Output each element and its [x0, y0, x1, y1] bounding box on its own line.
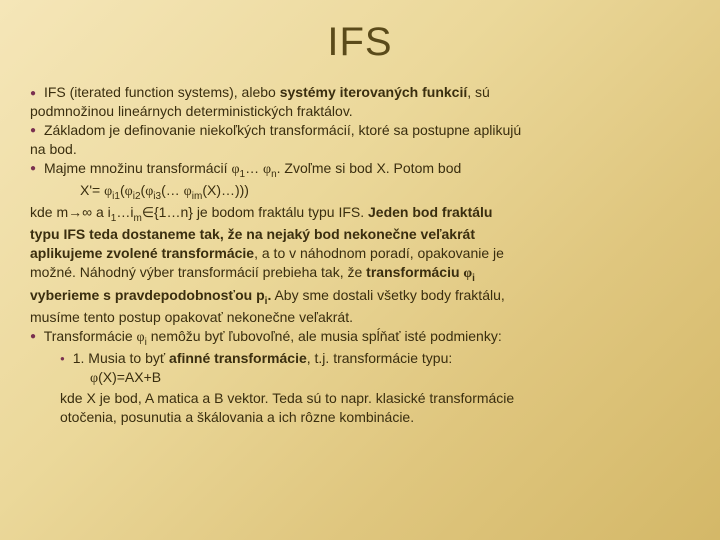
phi: φ	[463, 266, 472, 281]
text: IFS (iterated function systems)	[44, 84, 234, 100]
slide: IFS ● IFS (iterated function systems), a…	[0, 0, 720, 540]
line-15: φ(X)=AX+B	[30, 368, 690, 389]
text: Aby sme dostali všetky body fraktálu,	[271, 287, 504, 303]
line-14: ● 1. Musia to byť afinné transformácie, …	[30, 349, 690, 368]
sub: i1	[112, 191, 120, 202]
text: 1. Musia to byť	[73, 350, 169, 366]
text: Transformácie	[44, 328, 137, 344]
text: Majme množinu transformácií	[44, 160, 232, 176]
text-bold: Jeden bod fraktálu	[368, 204, 492, 220]
text: nemôžu byť ľubovoľné, ale musia spĺňať i…	[147, 328, 502, 344]
text-bold: typu IFS teda dostaneme tak, že na nejak…	[30, 226, 475, 242]
line-9: aplikujeme zvolené transformácie, a to v…	[30, 244, 690, 263]
text-bold: afinné transformácie	[169, 350, 307, 366]
line-4: na bod.	[30, 140, 690, 159]
text-bold: transformáciu	[366, 264, 463, 280]
phi: φ	[90, 371, 98, 386]
bullet-icon: ●	[30, 125, 36, 136]
phi: φ	[137, 330, 145, 345]
line-3: ● Základom je definovanie niekoľkých tra…	[30, 121, 690, 140]
bullet-icon: ●	[30, 88, 36, 99]
phi: φ	[104, 184, 112, 199]
text: ∈{1…n} je bodom fraktálu typu IFS.	[142, 204, 368, 220]
text: (X)…)))	[202, 182, 249, 198]
line-13: ● Transformácie φi nemôžu byť ľubovoľné,…	[30, 327, 690, 349]
line-12: musíme tento postup opakovať nekonečne v…	[30, 308, 690, 327]
line-17: otočenia, posunutia a škálovania a ich r…	[30, 408, 690, 427]
text-bold: vyberieme s pravdepodobnosťou p	[30, 287, 265, 303]
phi: φ	[231, 162, 239, 177]
text-bold: aplikujeme zvolené transformácie	[30, 245, 254, 261]
phi: φ	[125, 184, 133, 199]
text: Základom je definovanie niekoľkých trans…	[44, 122, 521, 138]
phi: φ	[184, 184, 192, 199]
line-2: podmnožinou lineárnych deterministických…	[30, 102, 690, 121]
bullet-icon: ●	[30, 331, 36, 342]
text: (X)=AX+B	[98, 369, 161, 385]
phi: φ	[263, 162, 271, 177]
sub: im	[192, 191, 203, 202]
text: , alebo	[234, 84, 280, 100]
text: …i	[116, 204, 133, 220]
line-5: ● Majme množinu transformácií φ1… φn. Zv…	[30, 159, 690, 181]
text: , t.j. transformácie typu:	[307, 350, 453, 366]
sub: i3	[153, 191, 161, 202]
text: , sú	[467, 84, 490, 100]
line-7: kde m→∞ a i1…im∈{1…n} je bodom fraktálu …	[30, 203, 690, 225]
text: . Zvoľme si bod X. Potom bod	[277, 160, 462, 176]
line-11: vyberieme s pravdepodobnosťou pi. Aby sm…	[30, 286, 690, 308]
line-10: možné. Náhodný výber transformácií prebi…	[30, 263, 690, 285]
line-8: typu IFS teda dostaneme tak, že na nejak…	[30, 225, 690, 244]
text: (…	[161, 182, 184, 198]
sub: i	[472, 273, 475, 284]
text: , a to v náhodnom poradí, opakovanie je	[254, 245, 504, 261]
slide-title: IFS	[30, 20, 690, 65]
text: …	[245, 160, 263, 176]
text: možné. Náhodný výber transformácií prebi…	[30, 264, 366, 280]
slide-body: ● IFS (iterated function systems), alebo…	[30, 83, 690, 427]
sub: m	[133, 213, 141, 224]
text-bold: systémy iterovaných funkcií	[280, 84, 468, 100]
sub: i2	[133, 191, 141, 202]
bullet-icon: ●	[60, 354, 65, 363]
text: X'=	[80, 182, 104, 198]
bullet-icon: ●	[30, 163, 36, 174]
line-1: ● IFS (iterated function systems), alebo…	[30, 83, 690, 102]
line-16: kde X je bod, A matica a B vektor. Teda …	[30, 389, 690, 408]
text: kde m→∞ a i	[30, 204, 111, 220]
line-6: X'= φi1(φi2(φi3(… φim(X)…)))	[30, 181, 690, 203]
